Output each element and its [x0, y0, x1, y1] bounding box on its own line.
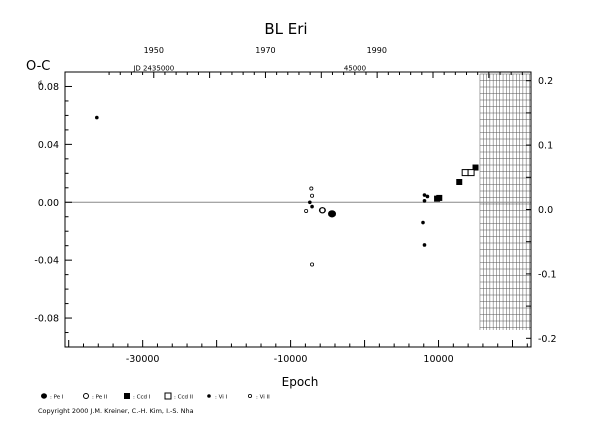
y-left-tick-label: -0.08 — [34, 314, 59, 325]
legend-label: : Pe I — [50, 395, 64, 401]
data-point — [319, 207, 326, 214]
y-right-tick-label: 0.2 — [538, 76, 553, 87]
top-year-label: 1970 — [255, 46, 275, 55]
legend: : Pe I : Pe II : Ccd I : Ccd II : Vi I : Vi I… — [41, 392, 270, 401]
y-right-tick-label: 0.0 — [538, 205, 553, 216]
chart-title: BL Eri — [264, 20, 307, 38]
y-axis-unit: d — [38, 80, 42, 87]
data-points — [95, 115, 479, 267]
data-point — [421, 220, 425, 225]
y-left-tick-label: 0.08 — [38, 82, 59, 93]
data-point — [310, 193, 315, 198]
y-axis-label-text: O-C — [26, 59, 50, 74]
legend-label: : Pe II — [92, 395, 107, 401]
legend-marker — [247, 393, 252, 398]
data-point — [310, 262, 315, 267]
legend-marker — [41, 393, 47, 399]
y-left-tick-label: 0.00 — [38, 198, 59, 209]
top-year-label: 1990 — [367, 46, 387, 55]
y-right-tick-label: 0.1 — [538, 141, 553, 152]
y-axis-left: 0.08 0.04 0.00 -0.04 -0.08 — [34, 71, 72, 348]
top-year-axis: 1950 1970 1990 JD 2435000 45000 — [108, 46, 523, 78]
legend-marker — [83, 393, 89, 399]
top-jd-label: JD 2435000 — [132, 65, 174, 73]
x-tick-label: 10000 — [423, 354, 453, 365]
data-point — [436, 194, 443, 201]
y-right-tick-label: -0.1 — [538, 269, 557, 280]
legend-marker — [124, 393, 130, 399]
legend-label: : Vi II — [256, 395, 270, 401]
legend-marker — [207, 394, 211, 398]
data-point — [310, 204, 314, 209]
data-point — [461, 169, 469, 177]
x-axis: -30000 -10000 10000 — [68, 340, 528, 365]
data-point — [425, 194, 430, 199]
data-point — [422, 199, 427, 203]
x-tick-label: -30000 — [126, 354, 160, 365]
data-point — [304, 208, 309, 213]
data-point — [328, 210, 337, 218]
legend-label: : Vi I — [215, 395, 228, 401]
x-axis-label: Epoch — [282, 375, 319, 389]
y-axis-right: 0.2 0.1 0.0 -0.1 -0.2 — [526, 76, 557, 345]
data-point — [309, 186, 314, 191]
x-tick-label: -10000 — [274, 354, 308, 365]
data-point — [472, 164, 479, 171]
y-left-tick-label: -0.04 — [34, 256, 59, 267]
plot-frame — [64, 71, 532, 348]
y-left-tick-label: 0.04 — [38, 140, 59, 151]
y-right-tick-label: -0.2 — [538, 334, 557, 345]
data-point — [422, 193, 427, 197]
data-point — [467, 169, 475, 177]
y-axis-label: O-C d — [26, 59, 50, 87]
top-jd-label: 45000 — [344, 65, 366, 73]
data-point — [308, 200, 312, 205]
data-point — [456, 179, 463, 185]
legend-label: : Ccd I — [133, 395, 151, 401]
top-year-label: 1950 — [144, 46, 164, 55]
legend-label: : Ccd II — [174, 395, 193, 401]
data-point — [422, 243, 427, 247]
data-point — [95, 115, 99, 120]
legend-marker — [164, 392, 172, 400]
copyright-text: Copyright 2000 J.M. Kreiner, C.-H. Kim, … — [38, 407, 194, 415]
